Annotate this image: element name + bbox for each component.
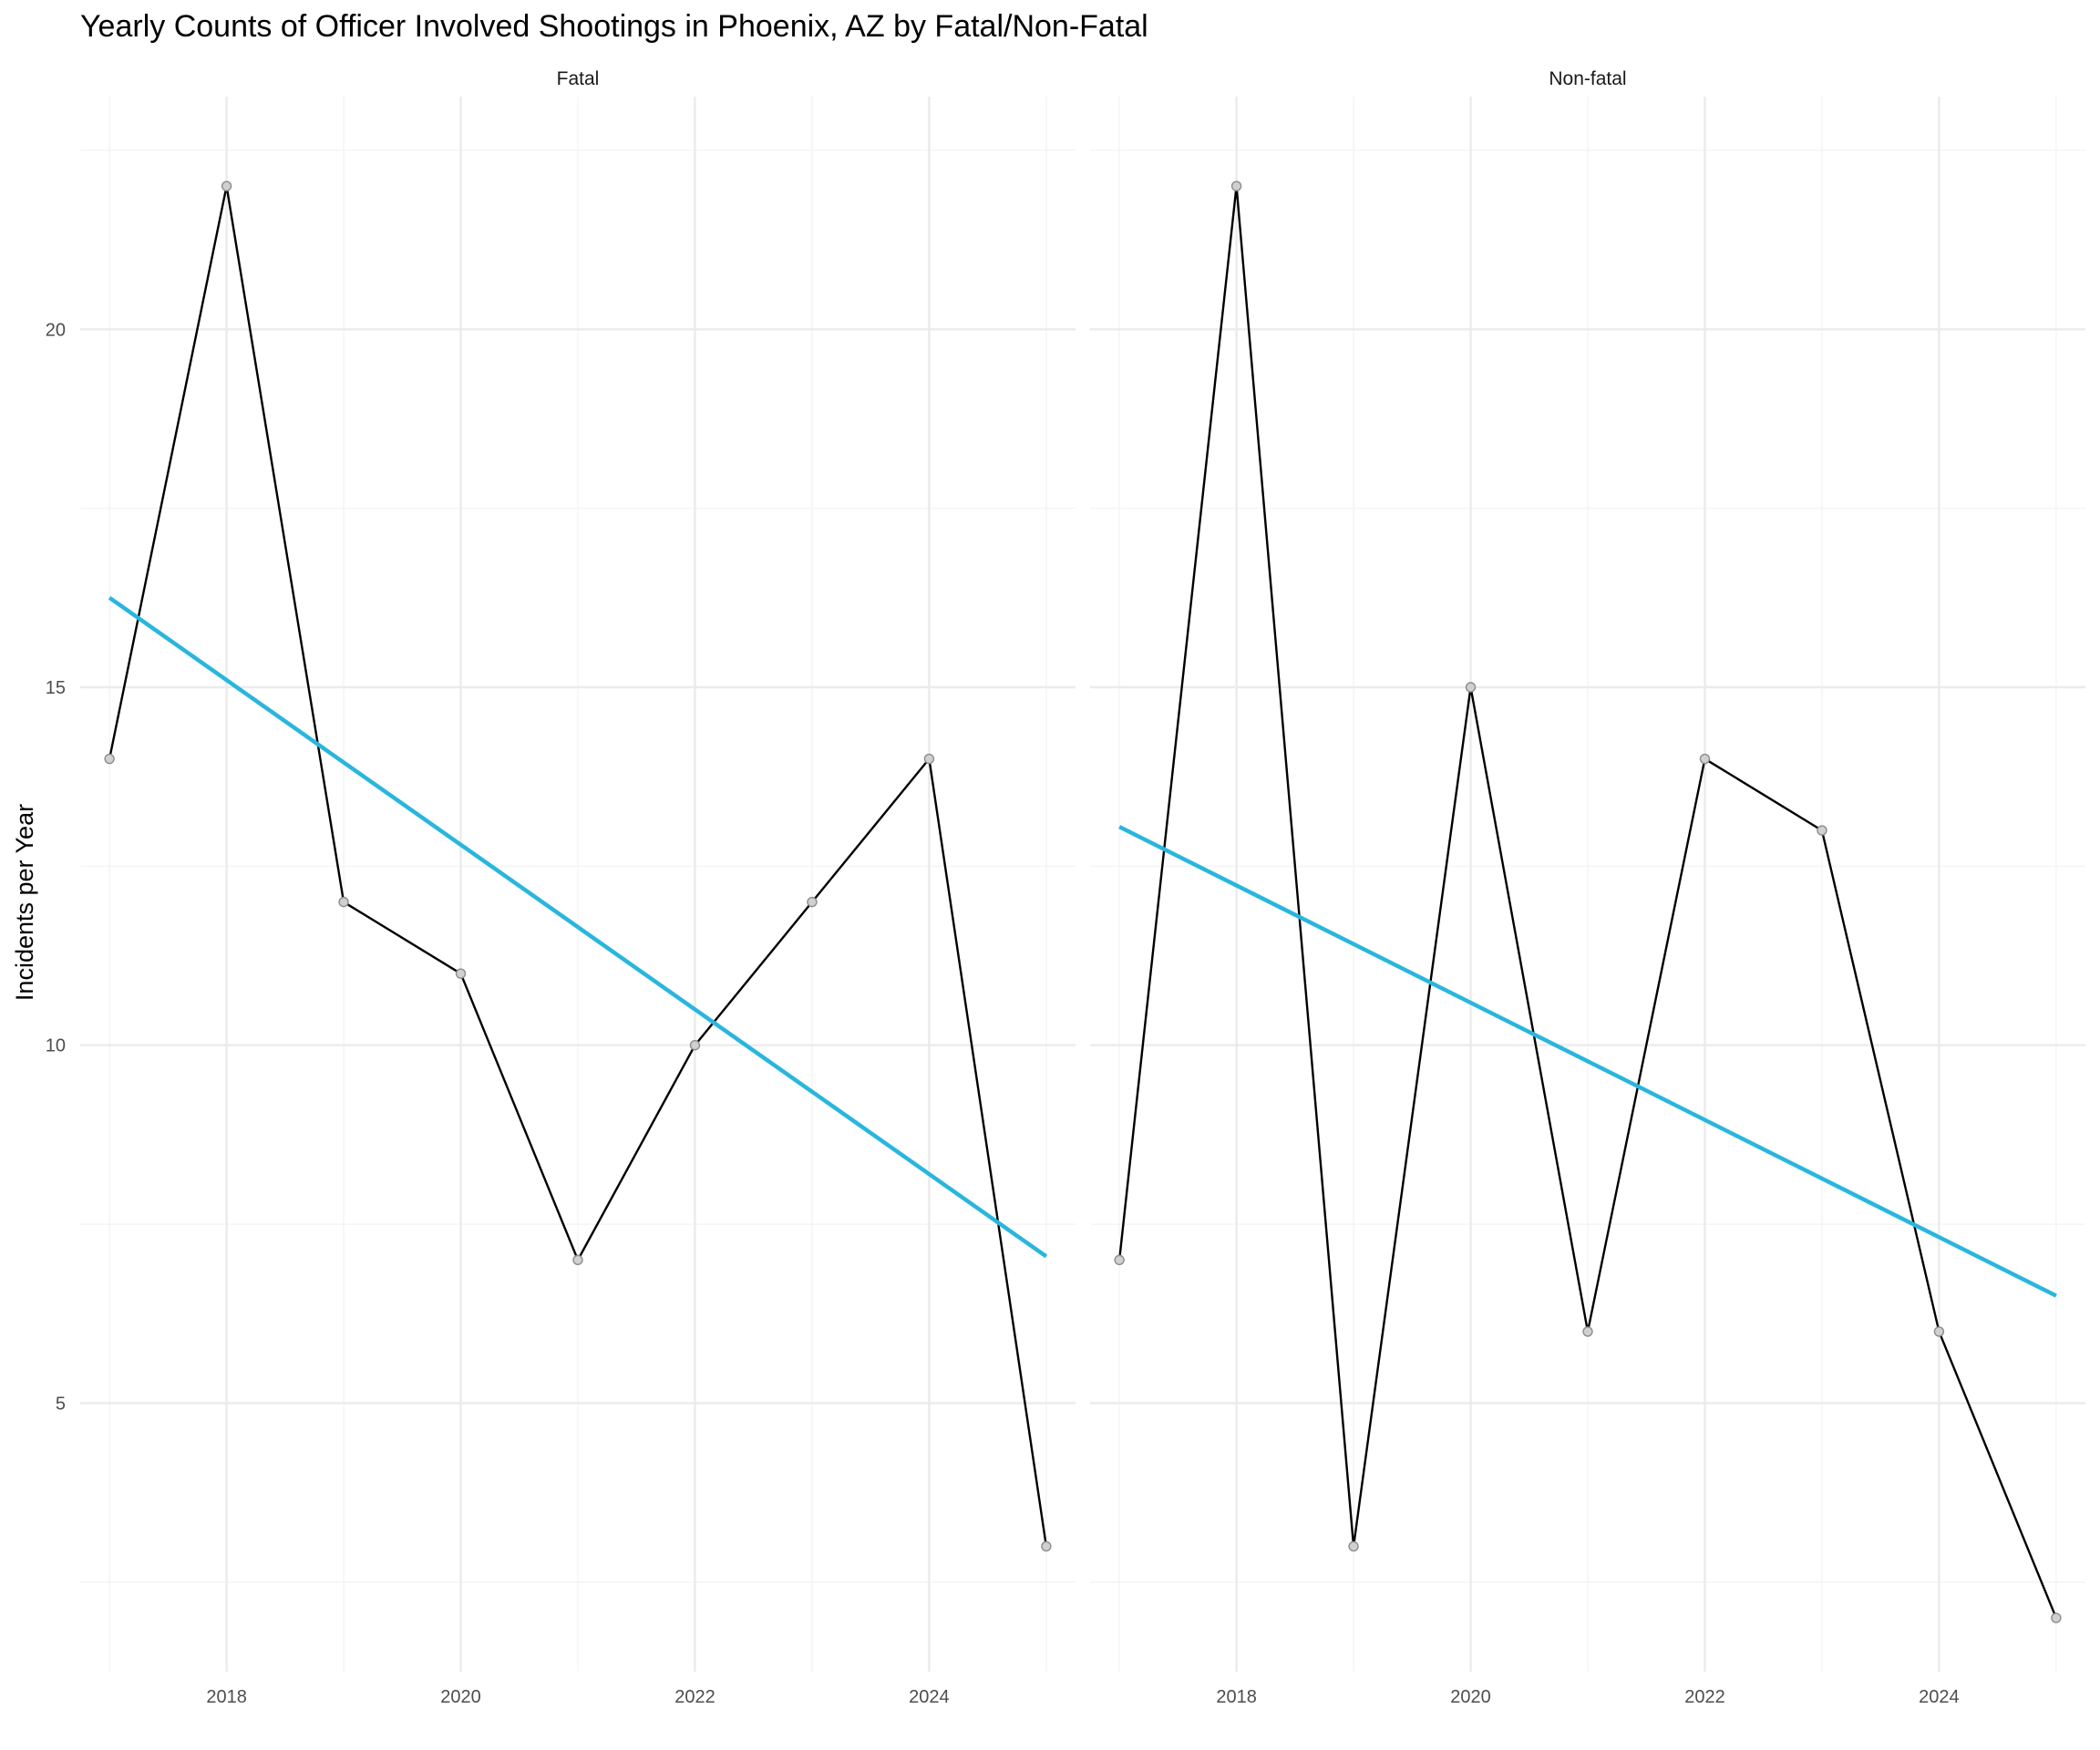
y-axis-ticks: 5 10 15 20 (46, 320, 66, 1414)
facet-strip-label: Non-fatal (1549, 68, 1626, 89)
x-tick-label: 2018 (1216, 1687, 1257, 1707)
x-tick-label: 2020 (1450, 1687, 1491, 1707)
x-tick-label: 2020 (440, 1687, 481, 1707)
data-point (1933, 1326, 1945, 1337)
x-tick-label: 2022 (1684, 1687, 1725, 1707)
x-tick-label: 2024 (909, 1687, 950, 1707)
data-point (923, 753, 935, 765)
data-point (338, 896, 349, 908)
facet-strip-label: Fatal (557, 68, 600, 89)
data-point (1348, 1540, 1359, 1552)
data-point (572, 1254, 583, 1266)
data-point (689, 1040, 701, 1051)
facet-panels: Fatal 2018 2020 2022 2024 Non-fatal 2018 2020 20… (80, 68, 2085, 1707)
data-point (2051, 1612, 2062, 1623)
data-point (1465, 682, 1477, 693)
x-tick-label: 2022 (674, 1687, 715, 1707)
data-point (807, 896, 818, 908)
data-point (1817, 825, 1827, 836)
facet-panel-0: Fatal 2018 2020 2022 2024 (80, 68, 1076, 1707)
y-tick-label: 10 (46, 1036, 66, 1056)
y-tick-label: 15 (46, 678, 66, 698)
data-point (104, 753, 115, 765)
data-point (1582, 1326, 1593, 1337)
data-point (1041, 1540, 1052, 1552)
chart-title: Yearly Counts of Officer Involved Shooti… (80, 9, 1148, 44)
y-axis-title: Incidents per Year (11, 804, 38, 1001)
trend-line (1118, 825, 2057, 1298)
facet-panel-1: Non-fatal 2018 2020 2022 2024 (1090, 68, 2085, 1707)
data-point (1114, 1254, 1125, 1266)
y-tick-label: 5 (56, 1394, 66, 1414)
data-point (1699, 753, 1711, 765)
x-tick-label: 2024 (1919, 1687, 1960, 1707)
trend-line (108, 595, 1048, 1259)
data-point (221, 180, 232, 191)
x-tick-label: 2018 (206, 1687, 247, 1707)
data-point (455, 968, 467, 979)
y-tick-label: 20 (46, 320, 66, 340)
data-point (1230, 180, 1242, 191)
